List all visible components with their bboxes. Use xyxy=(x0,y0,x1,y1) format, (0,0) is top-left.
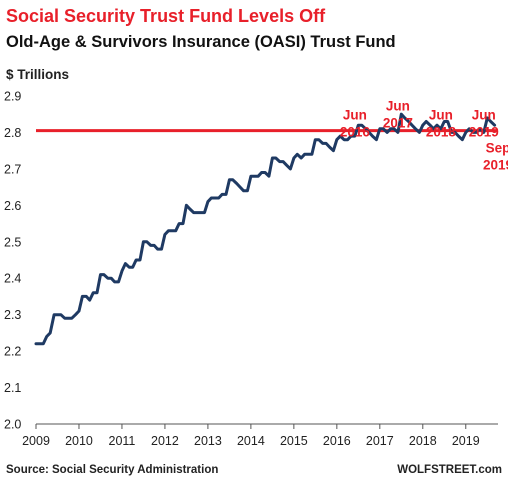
y-tick-label: 2.9 xyxy=(4,90,21,104)
annotation-label: Jun 2016 xyxy=(340,108,371,140)
x-tick-label: 2016 xyxy=(323,434,351,448)
x-tick-label: 2014 xyxy=(237,434,265,448)
annotation-label: Sep2019 xyxy=(483,140,508,172)
annotation-label: Jun 2018 xyxy=(426,108,457,140)
x-tick-label: 2010 xyxy=(65,434,93,448)
x-tick-label: 2015 xyxy=(280,434,308,448)
y-tick-label: 2.3 xyxy=(4,308,21,322)
y-tick-label: 2.5 xyxy=(4,235,21,249)
y-tick-label: 2.8 xyxy=(4,126,21,140)
y-tick-labels: 2.9 2.8 2.7 2.6 2.5 2.4 2.3 2.2 2.1 2.0 xyxy=(4,90,21,432)
chart-title: Social Security Trust Fund Levels Off xyxy=(6,6,326,26)
y-tick-label: 2.7 xyxy=(4,162,21,176)
x-tick-label: 2017 xyxy=(366,434,394,448)
x-tick-label: 2013 xyxy=(194,434,222,448)
y-tick-label: 2.2 xyxy=(4,345,21,359)
y-tick-label: 2.1 xyxy=(4,381,21,395)
series-line xyxy=(34,112,497,346)
x-tick-label: 2019 xyxy=(452,434,480,448)
annotation-label: Jun 2019 xyxy=(469,108,499,140)
y-tick-label: 2.6 xyxy=(4,199,21,213)
x-tick-label: 2012 xyxy=(151,434,179,448)
credit-note: WOLFSTREET.com xyxy=(397,464,502,476)
y-tick-label: 2.4 xyxy=(4,272,21,286)
y-tick-label: 2.0 xyxy=(4,418,21,432)
source-note: Source: Social Security Administration xyxy=(6,464,218,476)
x-tick-label: 2011 xyxy=(109,434,136,448)
x-tick-label: 2009 xyxy=(22,434,50,448)
x-tick-label: 2018 xyxy=(409,434,437,448)
chart-subtitle: Old-Age & Survivors Insurance (OASI) Tru… xyxy=(6,33,396,51)
x-tick-labels: 2009 2010 2011 2012 2013 2014 2015 2016 2017 2018… xyxy=(22,424,480,448)
y-axis-label: $ Trillions xyxy=(6,67,69,82)
annotation-label: Jun 2017 xyxy=(383,99,413,131)
